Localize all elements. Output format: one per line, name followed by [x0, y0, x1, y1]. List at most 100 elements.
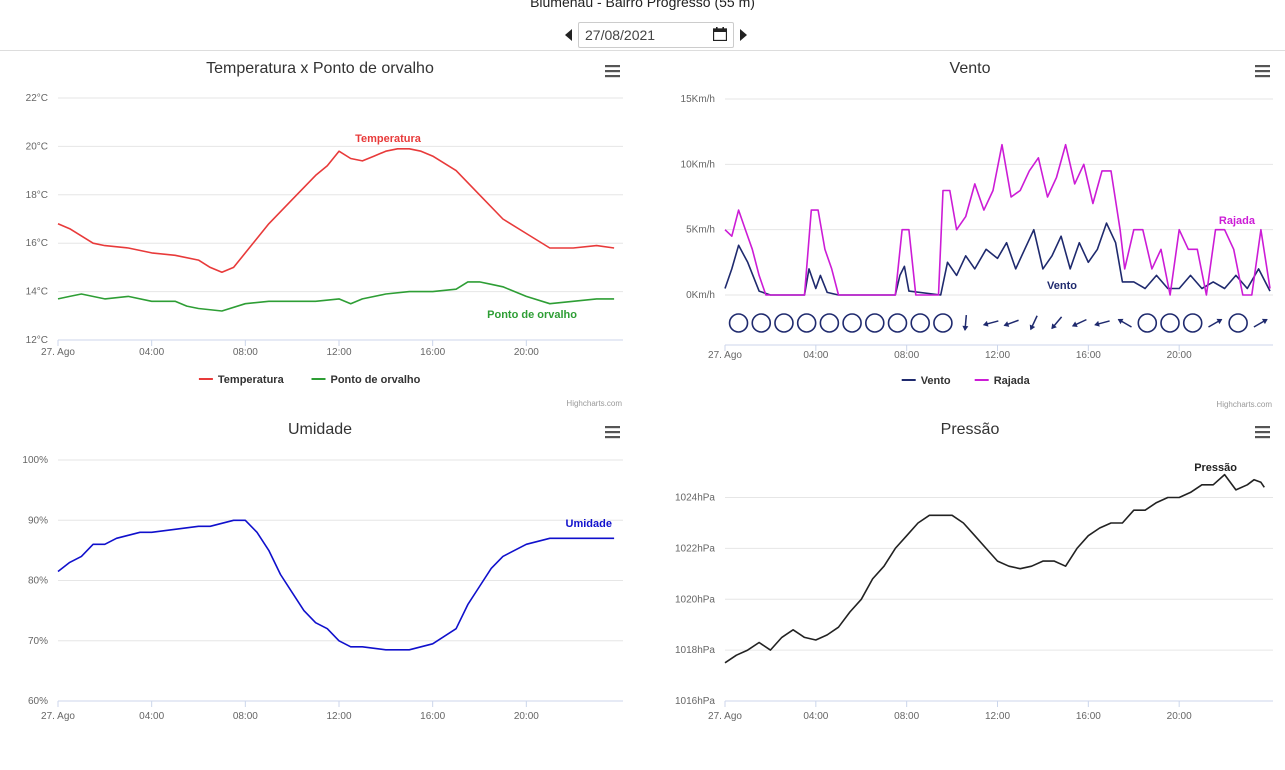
- x-tick-label: 20:00: [514, 347, 539, 358]
- y-tick-label: 0Km/h: [686, 290, 715, 301]
- legend-item[interactable]: Ponto de orvalho: [311, 374, 421, 386]
- x-tick-label: 16:00: [420, 711, 445, 722]
- wind-calm-circle: [1182, 313, 1203, 333]
- arrow-head: [962, 325, 969, 331]
- x-tick-label: 08:00: [894, 711, 919, 722]
- hamburger-menu-icon[interactable]: [1255, 65, 1270, 78]
- date-input[interactable]: 27/08/2021: [578, 22, 734, 48]
- wind-calm-circle: [864, 313, 885, 333]
- legend-label: Rajada: [994, 375, 1031, 387]
- series-line-temperatura: [57, 148, 615, 273]
- series-label: Umidade: [566, 518, 612, 530]
- calendar-icon[interactable]: [713, 27, 727, 41]
- hamburger-menu-icon[interactable]: [1255, 426, 1270, 439]
- station-title: Blumenau - Bairro Progresso (55 m): [530, 0, 755, 10]
- x-tick-label: 27. Ago: [708, 350, 742, 361]
- humidity-chart-svg: Umidade 27. Ago 04:00 08:00 12:00 16:00 20:00…: [22, 421, 623, 722]
- series-line-rajada: [724, 143, 1271, 296]
- series-line-umidade: [57, 519, 615, 651]
- x-tick-label: 04:00: [803, 350, 828, 361]
- legend-label: Vento: [921, 375, 951, 387]
- wind-direction-row: [728, 313, 1268, 333]
- wind-calm-circle: [1160, 313, 1180, 333]
- wind-direction-arrow: [962, 314, 969, 331]
- wind-calm-circle: [751, 313, 772, 333]
- legend-label: Ponto de orvalho: [331, 374, 421, 386]
- wind-calm-circle: [887, 313, 908, 333]
- y-tick-label: 22°C: [26, 93, 48, 104]
- x-tick-label: 04:00: [139, 711, 164, 722]
- chart-legend[interactable]: Temperatura Ponto de orvalho: [198, 374, 421, 386]
- wind-direction-arrow: [1051, 316, 1063, 330]
- legend-item[interactable]: Temperatura: [198, 374, 285, 386]
- series-label: Ponto de orvalho: [487, 309, 577, 321]
- x-tick-label: 20:00: [514, 711, 539, 722]
- wind-direction-arrow: [1071, 318, 1087, 327]
- wind-calm-circle: [1137, 313, 1158, 333]
- wind-direction-arrow: [982, 320, 999, 327]
- x-tick-label: 12:00: [985, 711, 1010, 722]
- wind-calm-circle: [819, 313, 840, 333]
- x-tick-label: 16:00: [1076, 711, 1101, 722]
- hamburger-menu-icon[interactable]: [605, 426, 620, 439]
- series-label: Pressão: [1194, 462, 1237, 474]
- arrow-head: [1029, 324, 1036, 331]
- wind-direction-arrow: [1253, 318, 1268, 328]
- y-tick-label: 1016hPa: [675, 696, 715, 707]
- y-tick-label: 18°C: [26, 190, 48, 201]
- x-tick-label: 20:00: [1167, 711, 1192, 722]
- legend-item[interactable]: Vento: [901, 375, 951, 387]
- series-line-ponto-de-orvalho: [57, 281, 615, 312]
- y-tick-label: 1024hPa: [675, 493, 715, 504]
- y-tick-label: 14°C: [26, 287, 48, 298]
- wind-calm-circle: [796, 313, 817, 333]
- pressure-chart-svg: Pressão 27. Ago 04:00 08:00 12:00 16:00 20:00…: [675, 421, 1273, 722]
- date-value: 27/08/2021: [585, 27, 656, 43]
- x-tick-label: 04:00: [139, 347, 164, 358]
- series-line-press-o: [724, 473, 1265, 664]
- x-tick-label: 08:00: [233, 711, 258, 722]
- y-tick-label: 60%: [28, 696, 48, 707]
- y-tick-label: 20°C: [26, 141, 48, 152]
- wind-calm-circle: [842, 313, 862, 333]
- x-tick-label: 04:00: [803, 711, 828, 722]
- legend-label: Temperatura: [218, 374, 285, 386]
- x-tick-label: 12:00: [985, 350, 1010, 361]
- credits-link[interactable]: Highcharts.com: [566, 399, 622, 408]
- wind-direction-arrow: [1003, 319, 1019, 327]
- x-tick-label: 16:00: [420, 347, 445, 358]
- y-tick-label: 100%: [22, 455, 48, 466]
- y-tick-label: 5Km/h: [686, 225, 715, 236]
- credits-link[interactable]: Highcharts.com: [1216, 400, 1272, 409]
- caret-right-icon[interactable]: [737, 22, 749, 48]
- x-tick-label: 12:00: [326, 711, 351, 722]
- legend-item[interactable]: Rajada: [974, 375, 1031, 387]
- series-label: Temperatura: [355, 133, 422, 145]
- y-tick-label: 1020hPa: [675, 594, 715, 605]
- wind-chart: Vento 27. Ago 04:00 08:00 12:00 16:00 20:00 0…: [645, 50, 1285, 410]
- x-tick-label: 12:00: [326, 347, 351, 358]
- x-tick-label: 27. Ago: [41, 347, 75, 358]
- y-tick-label: 10Km/h: [681, 159, 715, 170]
- y-tick-label: 70%: [28, 636, 48, 647]
- y-tick-label: 1022hPa: [675, 543, 715, 554]
- x-tick-label: 16:00: [1076, 350, 1101, 361]
- chart-title: Vento: [950, 60, 991, 77]
- y-tick-label: 1018hPa: [675, 645, 715, 656]
- caret-left-icon[interactable]: [563, 22, 575, 48]
- series-label: Rajada: [1219, 215, 1256, 227]
- temperature-chart: Temperatura x Ponto de orvalho 27. Ago 04…: [0, 50, 640, 410]
- wind-calm-circle: [774, 313, 794, 333]
- wind-calm-circle: [910, 313, 931, 333]
- wind-direction-arrow: [1208, 318, 1223, 328]
- chart-legend[interactable]: Vento Rajada: [901, 375, 1031, 387]
- pressure-chart: Pressão 27. Ago 04:00 08:00 12:00 16:00 20:00…: [645, 410, 1285, 770]
- arrow-head: [1071, 321, 1078, 327]
- chart-title: Pressão: [941, 421, 1000, 438]
- humidity-chart: Umidade 27. Ago 04:00 08:00 12:00 16:00 20:00…: [0, 410, 640, 770]
- chart-title: Temperatura x Ponto de orvalho: [206, 60, 434, 77]
- hamburger-menu-icon[interactable]: [605, 65, 620, 78]
- series-label: Vento: [1047, 280, 1077, 292]
- page-header: Blumenau - Bairro Progresso (55 m) 27/08…: [0, 0, 1285, 51]
- wind-calm-circle: [728, 313, 749, 333]
